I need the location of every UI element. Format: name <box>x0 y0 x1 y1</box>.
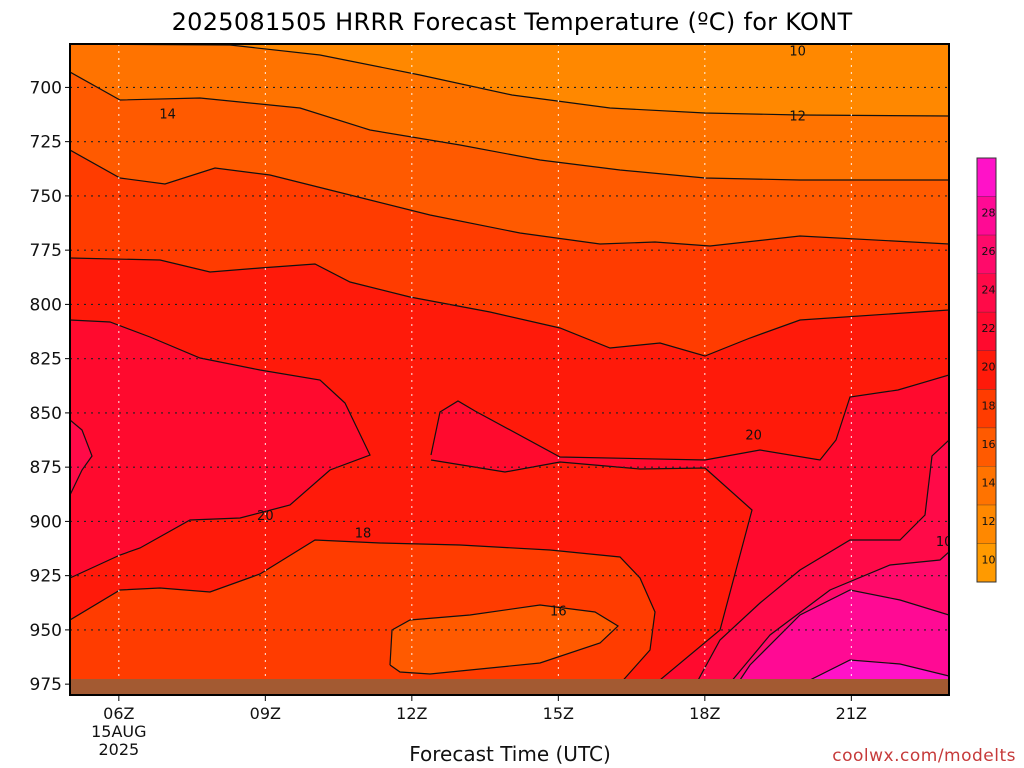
pressure-tick-label-875: 875 <box>30 458 62 478</box>
isotherm-18-lower-line <box>70 539 656 695</box>
ground-surface <box>70 679 949 695</box>
pressure-tick-label-825: 825 <box>30 350 62 370</box>
band-22-24-left-edge <box>70 420 92 495</box>
isotherm-26-line <box>729 589 949 695</box>
isotherm-label-10: 10 <box>936 535 953 550</box>
isotherm-24-line <box>719 551 949 695</box>
isotherm-label-10: 10 <box>789 45 806 60</box>
colorbar-band-22-24 <box>977 273 996 313</box>
plot-area: 10 12 14 20 18 16 20 10 <box>70 44 953 695</box>
isotherm-label-12: 12 <box>789 110 806 125</box>
colorbar-label-28: 28 <box>982 207 996 220</box>
isotherm-label-layer: 10 12 14 20 18 16 20 10 <box>159 45 953 620</box>
colorbar-band-8-10 <box>977 543 996 582</box>
colorbar-label-18: 18 <box>982 399 996 412</box>
colorbar-band-20-22 <box>977 312 996 351</box>
colorbar-band-26-28 <box>977 196 996 236</box>
colorbar-band-28-30 <box>977 158 996 197</box>
colorbar-label-20: 20 <box>982 361 996 374</box>
colorbar-label-14: 14 <box>982 476 996 489</box>
isotherm-20-inner-line <box>430 459 753 695</box>
colorbar-band-18-20 <box>977 350 996 390</box>
watermark: coolwx.com/modelts <box>832 746 1016 766</box>
colorbar-label-10: 10 <box>982 553 996 566</box>
time-tick-label-12Z: 12Z <box>396 704 427 723</box>
time-tick-label-21Z: 21Z <box>836 704 867 723</box>
isotherm-12-line <box>70 71 949 181</box>
isotherm-label-18: 18 <box>355 526 372 541</box>
colorbar-label-22: 22 <box>982 322 996 335</box>
colorbar-label-16: 16 <box>982 438 996 451</box>
pressure-tick-label-950: 950 <box>30 621 62 641</box>
chart-title: 2025081505 HRRR Forecast Temperature (ºC… <box>172 8 853 36</box>
pressure-tick-label-750: 750 <box>30 187 62 207</box>
colorbar-label-26: 26 <box>982 245 996 258</box>
isotherm-18-middle-line <box>430 374 949 461</box>
pressure-tick-label-850: 850 <box>30 404 62 424</box>
isotherm-label-20: 20 <box>257 509 274 524</box>
time-tick-label-15Z: 15Z <box>543 704 574 723</box>
isotherm-lines <box>70 44 949 695</box>
colorbar: 10 12 14 16 18 20 22 24 26 28 <box>976 157 997 583</box>
isotherm-14-line <box>70 149 949 247</box>
colorbar-band-12-14 <box>977 466 996 505</box>
colorbar-label-12: 12 <box>982 515 996 528</box>
colorbar-label-24: 24 <box>982 284 996 297</box>
colorbar-frame <box>976 157 997 583</box>
band-20-22-west <box>70 320 370 578</box>
colorbar-band-10-12 <box>977 504 996 544</box>
pressure-tick-label-800: 800 <box>30 295 62 315</box>
isotherm-label-16: 16 <box>550 604 567 619</box>
isotherm-28-line <box>789 659 949 691</box>
time-tick-label-18Z: 18Z <box>689 704 720 723</box>
pressure-tick-label-700: 700 <box>30 78 62 98</box>
time-tick-date: 15AUG <box>91 722 146 741</box>
pressure-tick-label-975: 975 <box>30 675 62 695</box>
isotherm-16-line <box>70 257 949 357</box>
isotherm-label-20: 20 <box>745 429 762 444</box>
pressure-axis: 700 725 750 775 800 825 850 875 900 925 950 975 <box>30 78 70 695</box>
time-tick-label-09Z: 09Z <box>250 704 281 723</box>
colorbar-band-24-26 <box>977 235 996 274</box>
pressure-tick-label-925: 925 <box>30 567 62 587</box>
colorbar-band-16-18 <box>977 389 996 428</box>
isotherm-label-14: 14 <box>159 107 176 122</box>
band-14-16-lower <box>390 605 618 674</box>
isotherm-10-line <box>70 44 949 117</box>
isotherm-left-cell-line <box>70 419 93 496</box>
isotherm-16-lower-line <box>389 604 619 675</box>
pressure-tick-label-775: 775 <box>30 241 62 261</box>
x-axis-label: Forecast Time (UTC) <box>409 742 611 766</box>
pressure-tick-label-725: 725 <box>30 133 62 153</box>
plot-frame <box>69 43 950 696</box>
colorbar-band-14-16 <box>977 427 996 467</box>
time-tick-year: 2025 <box>98 740 139 759</box>
pressure-tick-label-900: 900 <box>30 512 62 532</box>
isotherm-18-line <box>70 319 371 579</box>
time-tick-label-06Z: 06Z <box>103 704 134 723</box>
isotherm-22-east-line <box>689 439 949 695</box>
